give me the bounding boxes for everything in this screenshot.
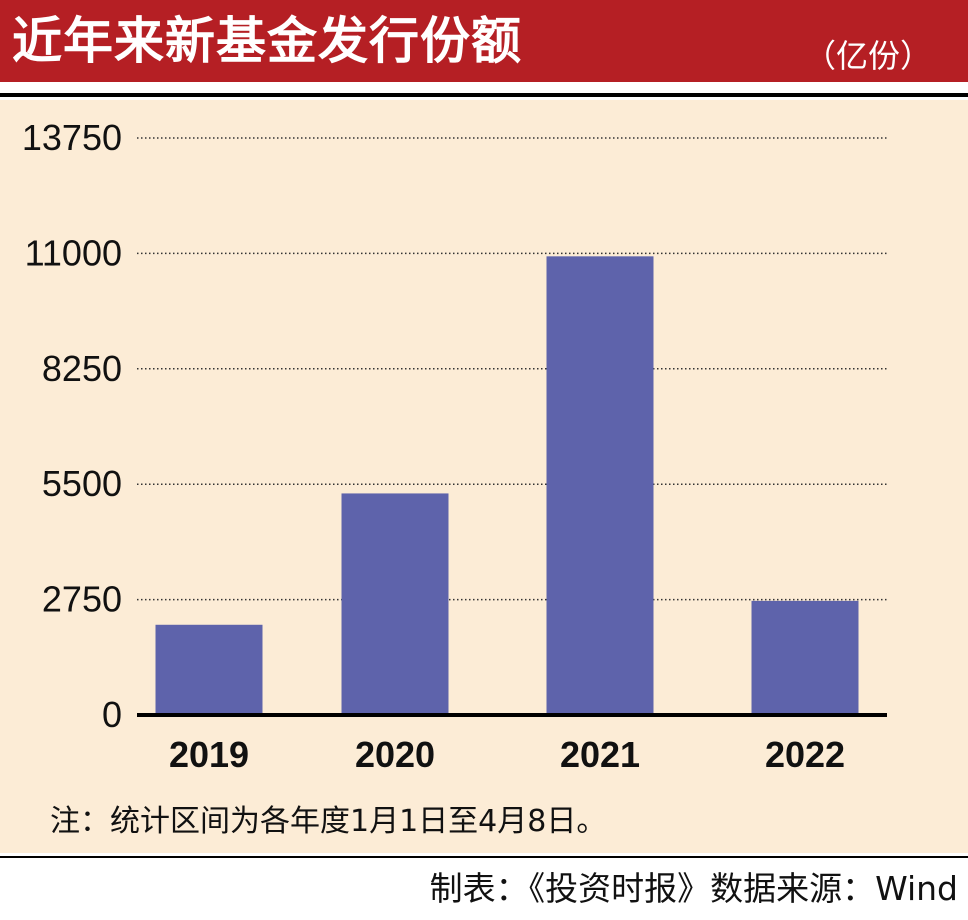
y-tick-label-2750: 2750	[42, 579, 122, 620]
y-tick-label-13750: 13750	[22, 117, 122, 158]
chart-title: 近年来新基金发行份额	[12, 12, 522, 70]
y-tick-label-0: 0	[102, 694, 122, 735]
bar-layer	[155, 256, 859, 715]
header-divider	[0, 93, 968, 97]
bar-2019	[155, 624, 263, 715]
footer-divider	[0, 856, 968, 858]
x-tick-label-2020: 2020	[355, 734, 435, 775]
bar-2021	[546, 256, 654, 715]
x-tick-label-2019: 2019	[169, 734, 249, 775]
chart-header: 近年来新基金发行份额 （亿份）	[0, 0, 968, 82]
unit-label: （亿份）	[803, 37, 932, 75]
y-tick-label-11000: 11000	[25, 232, 122, 273]
footnote: 注：统计区间为各年度1月1日至4月8日。	[50, 804, 607, 839]
x-tick-label-2021: 2021	[560, 734, 640, 775]
bar-2022	[751, 600, 859, 715]
y-tick-label-8250: 8250	[42, 348, 122, 389]
bar-2020	[341, 493, 449, 715]
grid-layer	[137, 137, 887, 601]
label-layer: 0 2750 5500 8250 11000 13750 2019 2020 2021 2022	[22, 117, 845, 775]
y-tick-label-5500: 5500	[42, 463, 122, 504]
x-tick-label-2022: 2022	[765, 734, 845, 775]
source-credit: 制表：《投资时报》数据来源：Wind	[429, 869, 958, 908]
chart-panel	[0, 100, 968, 853]
